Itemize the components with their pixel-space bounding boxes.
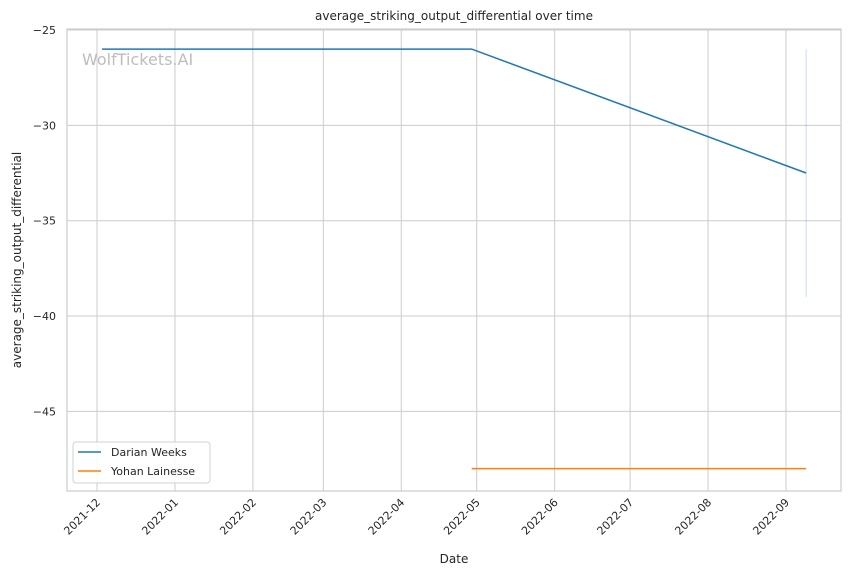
- legend-label-yohan-lainesse: Yohan Lainesse: [110, 465, 195, 478]
- y-tick-label: −30: [33, 119, 56, 132]
- x-tick-label: 2022-09: [750, 496, 792, 538]
- grid: [67, 29, 841, 491]
- y-tick-label: −45: [33, 405, 56, 418]
- x-tick-label: 2022-03: [288, 496, 330, 538]
- series-marks: [102, 48, 807, 470]
- legend-label-darian-weeks: Darian Weeks: [111, 446, 187, 459]
- y-tick-labels: −25 −30 −35 −40 −45: [33, 24, 56, 418]
- x-tick-label: 2022-05: [441, 496, 483, 538]
- x-tick-label: 2022-08: [672, 496, 714, 538]
- x-tick-label: 2022-01: [139, 496, 181, 538]
- x-tick-labels: 2021-12 2022-01 2022-02 2022-03 2022-04 2022-…: [61, 496, 792, 538]
- y-tick-label: −25: [33, 24, 56, 37]
- chart-title: average_striking_output_differential ove…: [315, 9, 593, 23]
- x-tick-label: 2022-06: [519, 496, 561, 538]
- x-axis-label: Date: [440, 552, 469, 566]
- y-tick-label: −35: [33, 215, 56, 228]
- x-tick-label: 2022-07: [595, 496, 637, 538]
- y-tick-label: −40: [33, 310, 56, 323]
- legend-box: [72, 441, 211, 484]
- x-tick-label: 2022-04: [366, 496, 408, 538]
- plot-frame: [66, 28, 842, 492]
- series-line-darian-weeks: [102, 48, 807, 174]
- watermark: WolfTickets.AI: [82, 50, 193, 69]
- x-tick-label: 2022-02: [217, 496, 259, 538]
- legend: Darian Weeks Yohan Lainesse: [72, 441, 211, 484]
- x-tick-label: 2021-12: [61, 496, 103, 538]
- y-axis-label: average_striking_output_differential: [10, 152, 24, 368]
